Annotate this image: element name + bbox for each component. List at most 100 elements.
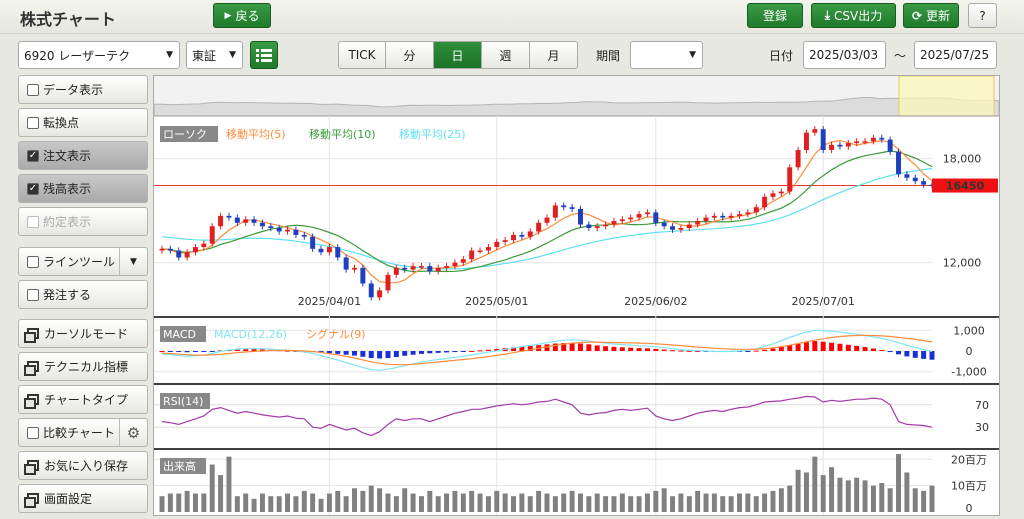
tab-tick[interactable]: TICK (338, 41, 386, 69)
gear-icon[interactable]: ⚙ (119, 419, 147, 446)
macd-bar (418, 351, 424, 354)
volume-bar (544, 493, 550, 512)
tab-minute[interactable]: 分 (386, 41, 434, 69)
candle (795, 150, 801, 168)
candle (243, 219, 249, 223)
symbol-select[interactable]: 6920 レーザーテク ▼ (18, 41, 180, 69)
help-button[interactable]: ? (968, 3, 997, 28)
macd-bar (385, 351, 391, 359)
chevron-down-icon[interactable]: ▼ (119, 248, 147, 275)
y-tick-label: 0 (966, 502, 973, 515)
macd-bar (762, 349, 768, 351)
candle (854, 141, 860, 144)
macd-bar (862, 347, 868, 351)
checkbox[interactable] (27, 255, 39, 268)
range-select[interactable]: ▼ (630, 41, 703, 69)
macd-bar (695, 351, 701, 352)
checkbox[interactable] (27, 116, 39, 129)
volume-bar (452, 490, 458, 512)
stock-chart[interactable]: 12,000 18,000 2025/04/01 2025/05/01 2025/06/… (153, 75, 1000, 515)
candle (494, 241, 500, 248)
candle (912, 177, 918, 182)
sidebar-item-data-display[interactable]: データ表示 (18, 75, 148, 104)
volume-bar (603, 496, 609, 512)
candle (695, 221, 701, 225)
rsi-panel: 70 30 (154, 395, 999, 450)
volume-bar (619, 493, 625, 512)
window-icon (24, 328, 39, 343)
sidebar-item-chart-type[interactable]: チャートタイプ (18, 385, 148, 414)
legend-macd: MACD (163, 328, 196, 341)
volume-bar (636, 496, 642, 512)
volume-bar (887, 488, 893, 512)
checkbox-checked[interactable]: ✓ (27, 182, 39, 195)
candle (511, 234, 517, 241)
volume-bar (427, 490, 433, 512)
volume-bar (829, 467, 835, 512)
checkbox[interactable] (27, 288, 39, 301)
candle (209, 226, 215, 244)
checkbox[interactable] (27, 426, 39, 439)
candle (502, 240, 508, 242)
candle (444, 266, 450, 268)
macd-bar (795, 343, 801, 351)
register-button[interactable]: 登録 (747, 3, 803, 28)
candle (678, 228, 684, 230)
candle (536, 222, 542, 232)
update-button[interactable]: ⟳ 更新 (903, 3, 959, 28)
chart-panel[interactable]: 12,000 18,000 2025/04/01 2025/05/01 2025/06/… (153, 75, 1000, 516)
checkbox-checked[interactable]: ✓ (27, 149, 39, 162)
candle (527, 231, 533, 237)
date-from-input[interactable]: 2025/03/03 (803, 41, 886, 69)
candle (159, 248, 165, 251)
macd-bar (921, 351, 927, 359)
signal-line (161, 334, 933, 366)
volume-bar (259, 493, 265, 512)
tab-day[interactable]: 日 (434, 41, 482, 69)
candle (628, 217, 634, 220)
tab-week[interactable]: 週 (482, 41, 530, 69)
sidebar-item-compare-chart[interactable]: 比較チャート ⚙ (18, 418, 148, 447)
checkbox[interactable] (27, 83, 39, 96)
macd-bar (820, 341, 826, 351)
macd-bar (896, 351, 902, 355)
sidebar-item-label: カーソルモード (44, 327, 129, 341)
csv-export-button[interactable]: ⤓ CSV出力 (811, 3, 896, 28)
date-separator: ～ (894, 49, 907, 63)
macd-bar (485, 349, 491, 351)
sidebar-item-label: 発注する (43, 288, 92, 302)
sidebar-item-cursor-mode[interactable]: カーソルモード (18, 319, 148, 348)
ma10-line (161, 150, 933, 273)
macd-bar (577, 343, 583, 351)
volume-bar (686, 496, 692, 512)
tab-month[interactable]: 月 (530, 41, 578, 69)
macd-bar (368, 351, 374, 359)
candle (477, 250, 483, 253)
candle (276, 228, 282, 232)
y-tick-label: 30 (975, 421, 989, 434)
list-view-button[interactable] (250, 41, 278, 69)
candle (870, 137, 876, 142)
sidebar-item-technical-indicators[interactable]: テクニカル指標 (18, 352, 148, 381)
macd-bar (184, 351, 190, 353)
market-select[interactable]: 東証 ▼ (186, 41, 243, 69)
volume-bar (385, 493, 391, 512)
csv-export-label: CSV出力 (834, 9, 883, 23)
macd-bar (527, 346, 533, 351)
sidebar-item-screen-settings[interactable]: 画面設定 (18, 484, 148, 513)
legend-candle: ローソク (163, 128, 207, 141)
sidebar-item-place-order[interactable]: 発注する (18, 280, 148, 309)
sidebar-item-label: 画面設定 (44, 492, 93, 506)
date-to-input[interactable]: 2025/07/25 (914, 41, 997, 69)
sidebar-item-balance-display[interactable]: ✓ 残高表示 (18, 174, 148, 203)
volume-bar (485, 496, 491, 512)
sidebar-item-turning-point[interactable]: 転換点 (18, 108, 148, 137)
navigator-selection[interactable] (898, 75, 995, 117)
sidebar-item-save-favorite[interactable]: お気に入り保存 (18, 451, 148, 480)
sidebar-item-order-display[interactable]: ✓ 注文表示 (18, 141, 148, 170)
window-icon (24, 460, 39, 475)
navigator[interactable] (153, 75, 1000, 117)
sidebar-item-line-tool[interactable]: ラインツール ▼ (18, 247, 148, 276)
back-button[interactable]: ▶ 戻る (213, 3, 271, 28)
candle (611, 221, 617, 225)
